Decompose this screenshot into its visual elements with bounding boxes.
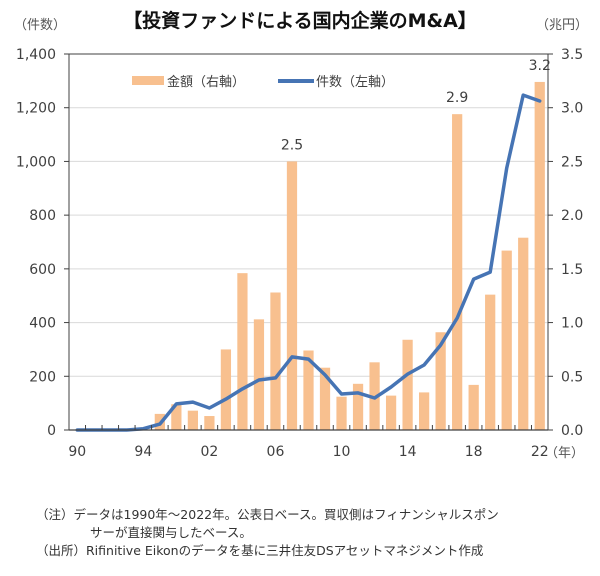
bar bbox=[501, 250, 512, 430]
footnotes: （注）データは1990年～2022年。公表日ベース。買収側はフィナンシャルスポン… bbox=[36, 506, 499, 560]
y-tick-label-left: 200 bbox=[29, 369, 56, 385]
chart-svg: 0 0.0 200 0.5 400 1.0 600 1.5 800 2.0 1,000 2.5 1,20… bbox=[16, 47, 583, 460]
axis-labels: 0 0.0 200 0.5 400 1.0 600 1.5 800 2.0 1,000 2.5 1,20… bbox=[16, 47, 583, 460]
y-tick-label-right: 1.5 bbox=[561, 262, 583, 278]
bar bbox=[319, 367, 331, 430]
data-label: 3.2 bbox=[529, 58, 551, 74]
y-tick-label-left: 1,200 bbox=[16, 101, 56, 117]
bar bbox=[253, 319, 265, 430]
bar bbox=[419, 392, 430, 430]
bar bbox=[220, 349, 232, 430]
bar bbox=[435, 332, 446, 430]
y-tick-label-right: 2.5 bbox=[561, 154, 583, 170]
legend: 金額（右軸） 件数（左軸） bbox=[132, 74, 394, 90]
gridlines bbox=[69, 107, 548, 377]
bar bbox=[171, 404, 182, 430]
y-tick-label-left: 1,400 bbox=[16, 47, 56, 63]
chart-title: 【投資ファンドによる国内企業のM&A】 bbox=[123, 10, 477, 32]
count-line bbox=[75, 93, 542, 432]
bar bbox=[270, 292, 281, 430]
bar bbox=[204, 416, 215, 430]
bar bbox=[385, 395, 397, 430]
y-tick-label-left: 800 bbox=[29, 208, 56, 224]
bar bbox=[518, 237, 529, 430]
bar bbox=[286, 161, 298, 430]
x-axis-unit: （年） bbox=[544, 446, 584, 461]
line-series bbox=[75, 93, 542, 432]
x-tick-label: 94 bbox=[134, 444, 152, 460]
axes bbox=[64, 53, 553, 431]
y-tick-label-left: 1,000 bbox=[16, 154, 56, 170]
bar bbox=[352, 383, 364, 430]
data-label: 2.5 bbox=[281, 137, 303, 153]
legend-line-label: 件数（左軸） bbox=[316, 75, 394, 90]
source-line: （出所）Rifinitive Eikonのデータを基に三井住友DSアセットマネジ… bbox=[36, 543, 484, 558]
bar bbox=[452, 114, 463, 430]
y-tick-label-right: 1.0 bbox=[561, 316, 583, 332]
x-tick-label: 22 bbox=[531, 444, 549, 460]
y-tick-label-right: 0.5 bbox=[561, 369, 583, 385]
annotations: 2.5 2.9 3.2 bbox=[281, 58, 551, 153]
x-tick-label: 06 bbox=[267, 444, 285, 460]
y-tick-label-left: 400 bbox=[29, 316, 56, 332]
bar bbox=[402, 339, 413, 430]
x-tick-label: 10 bbox=[333, 444, 351, 460]
bar bbox=[237, 273, 248, 430]
bar-series bbox=[154, 81, 545, 430]
note-line-2: サーが直接関与したベース。 bbox=[90, 525, 252, 540]
x-tick-label: 90 bbox=[68, 444, 86, 460]
x-tick-label: 18 bbox=[465, 444, 483, 460]
x-tick-label: 02 bbox=[200, 444, 218, 460]
y-tick-label-right: 3.5 bbox=[561, 47, 583, 63]
legend-bar-swatch bbox=[132, 76, 164, 85]
note-line-1: （注）データは1990年～2022年。公表日ベース。買収側はフィナンシャルスポン bbox=[36, 507, 499, 522]
y-tick-label-left: 600 bbox=[29, 262, 56, 278]
bar bbox=[485, 294, 496, 430]
y-tick-label-left: 0 bbox=[47, 423, 56, 439]
y-tick-label-right: 3.0 bbox=[561, 101, 583, 117]
y-tick-label-right: 2.0 bbox=[561, 208, 583, 224]
bar bbox=[187, 410, 198, 430]
bar bbox=[303, 350, 314, 430]
right-axis-unit: （兆円） bbox=[535, 18, 588, 33]
bar bbox=[336, 396, 347, 430]
bar bbox=[468, 384, 479, 430]
bar bbox=[534, 81, 545, 430]
y-tick-label-right: 0.0 bbox=[561, 423, 583, 439]
legend-bar-label: 金額（右軸） bbox=[167, 74, 245, 90]
left-axis-unit: （件数） bbox=[14, 18, 67, 33]
data-label: 2.9 bbox=[446, 90, 468, 106]
x-tick-label: 14 bbox=[399, 444, 417, 460]
